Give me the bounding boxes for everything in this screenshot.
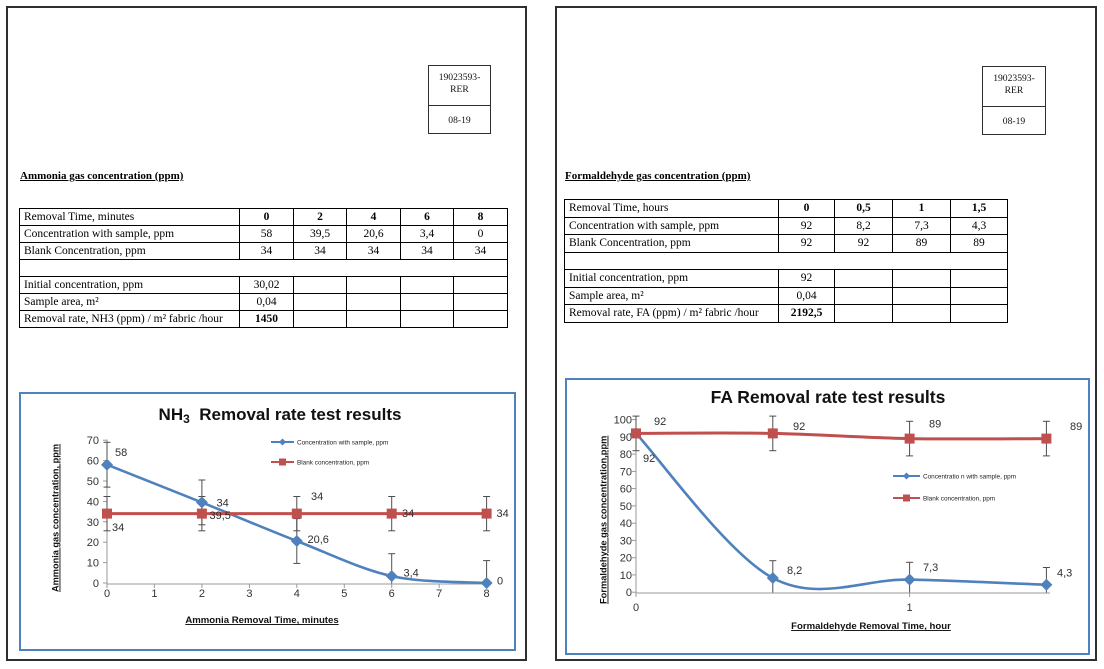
svg-text:7: 7 bbox=[436, 588, 442, 600]
svg-text:50: 50 bbox=[620, 501, 632, 513]
svg-text:NH3 Removal rate test results: NH3 Removal rate test results bbox=[159, 405, 402, 426]
svg-text:34: 34 bbox=[497, 508, 509, 520]
svg-text:0: 0 bbox=[104, 588, 110, 600]
svg-text:58: 58 bbox=[115, 447, 127, 459]
svg-text:89: 89 bbox=[1070, 421, 1082, 433]
svg-text:2: 2 bbox=[199, 588, 205, 600]
svg-text:40: 40 bbox=[87, 496, 99, 508]
svg-text:Concentration with sample, ppm: Concentration with sample, ppm bbox=[297, 440, 388, 447]
svg-text:89: 89 bbox=[929, 418, 941, 430]
svg-text:1: 1 bbox=[907, 602, 913, 614]
svg-text:20: 20 bbox=[620, 553, 632, 565]
svg-text:FA Removal rate test results: FA Removal rate test results bbox=[711, 387, 946, 407]
svg-text:20,6: 20,6 bbox=[308, 534, 329, 546]
svg-text:34: 34 bbox=[311, 491, 323, 503]
svg-text:Formaldehyde gas concentration: Formaldehyde gas concentration,ppm bbox=[599, 436, 609, 604]
svg-text:100: 100 bbox=[614, 415, 632, 427]
svg-text:4: 4 bbox=[294, 588, 300, 600]
svg-text:Blank concentration, ppm: Blank concentration, ppm bbox=[923, 496, 995, 503]
svg-text:0: 0 bbox=[633, 602, 639, 614]
svg-text:6: 6 bbox=[389, 588, 395, 600]
svg-text:30: 30 bbox=[620, 535, 632, 547]
svg-text:39,5: 39,5 bbox=[210, 510, 231, 522]
svg-text:34: 34 bbox=[112, 522, 124, 534]
svg-text:3: 3 bbox=[246, 588, 252, 600]
svg-text:92: 92 bbox=[654, 416, 666, 428]
svg-text:3,4: 3,4 bbox=[404, 567, 419, 579]
svg-text:Blank concentration, ppm: Blank concentration, ppm bbox=[297, 460, 369, 467]
svg-text:Formaldehyde Removal Time, hou: Formaldehyde Removal Time, hour bbox=[791, 621, 951, 632]
svg-text:70: 70 bbox=[620, 466, 632, 478]
svg-text:10: 10 bbox=[620, 570, 632, 582]
svg-text:60: 60 bbox=[620, 484, 632, 496]
svg-text:1: 1 bbox=[151, 588, 157, 600]
svg-text:Concentratio n with sample, pp: Concentratio n with sample, ppm bbox=[923, 474, 1016, 481]
svg-text:92: 92 bbox=[643, 453, 655, 465]
svg-text:5: 5 bbox=[341, 588, 347, 600]
svg-text:7,3: 7,3 bbox=[923, 562, 938, 574]
svg-text:0: 0 bbox=[497, 576, 503, 588]
svg-text:0: 0 bbox=[93, 578, 99, 590]
svg-text:40: 40 bbox=[620, 518, 632, 530]
svg-text:0: 0 bbox=[626, 587, 632, 599]
svg-text:Ammonia gas concentration, ppm: Ammonia gas concentration, ppm bbox=[51, 444, 61, 592]
svg-text:60: 60 bbox=[87, 456, 99, 468]
svg-text:34: 34 bbox=[402, 508, 414, 520]
svg-text:10: 10 bbox=[87, 558, 99, 570]
svg-text:20: 20 bbox=[87, 537, 99, 549]
svg-text:70: 70 bbox=[87, 435, 99, 447]
svg-text:30: 30 bbox=[87, 517, 99, 529]
svg-text:Ammonia Removal Time, minutes: Ammonia Removal Time, minutes bbox=[185, 615, 338, 626]
svg-text:8,2: 8,2 bbox=[787, 565, 802, 577]
svg-text:4,3: 4,3 bbox=[1057, 568, 1072, 580]
svg-text:34: 34 bbox=[217, 497, 229, 509]
svg-text:90: 90 bbox=[620, 432, 632, 444]
svg-text:50: 50 bbox=[87, 476, 99, 488]
svg-text:80: 80 bbox=[620, 449, 632, 461]
svg-text:92: 92 bbox=[793, 421, 805, 433]
svg-text:8: 8 bbox=[484, 588, 490, 600]
